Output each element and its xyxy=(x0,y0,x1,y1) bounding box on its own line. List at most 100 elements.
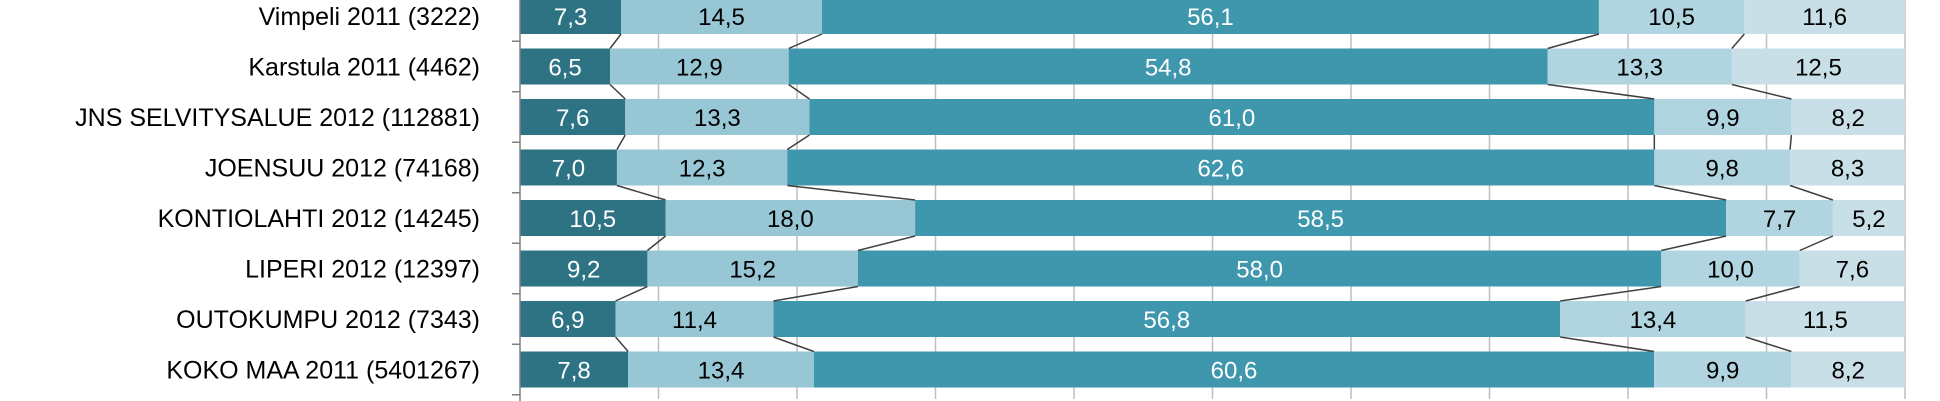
data-label: 7,0 xyxy=(552,156,585,183)
bar-segment xyxy=(520,149,617,186)
category-label: JOENSUU 2012 (74168) xyxy=(205,155,480,183)
data-label: 13,4 xyxy=(698,358,745,385)
series-line xyxy=(1731,33,1745,49)
data-label: 60,6 xyxy=(1211,358,1258,385)
data-label: 8,2 xyxy=(1831,358,1864,385)
bar-segments xyxy=(520,0,1905,388)
bar-segment xyxy=(520,351,629,388)
data-label: 11,4 xyxy=(672,307,717,334)
data-label: 6,9 xyxy=(551,307,584,334)
bar-segment xyxy=(857,250,1662,287)
bar-segment xyxy=(1598,0,1745,34)
bar-segment xyxy=(520,0,622,34)
data-label: 7,7 xyxy=(1763,206,1796,233)
series-line xyxy=(615,285,648,302)
data-label: 58,5 xyxy=(1297,206,1344,233)
data-label: 56,1 xyxy=(1187,4,1234,31)
category-label: Vimpeli 2011 (3222) xyxy=(259,3,480,31)
bar-segment xyxy=(616,149,788,186)
bar-segment xyxy=(813,351,1655,388)
data-label: 13,3 xyxy=(1616,55,1663,82)
data-label: 8,2 xyxy=(1832,105,1865,132)
data-label: 54,8 xyxy=(1145,55,1192,82)
value-labels: 7,3 14,5 56,1 10,5 11,6 6,5 12,9 54,8 13,3 12,5 7,… xyxy=(548,4,1885,385)
category-label: KONTIOLAHTI 2012 (14245) xyxy=(158,205,480,233)
series-line xyxy=(786,134,810,151)
series-line xyxy=(1547,83,1655,100)
data-label: 7,6 xyxy=(556,105,589,132)
bar-segment xyxy=(1791,99,1905,135)
bar-segment xyxy=(520,301,616,337)
bar-segment xyxy=(1744,0,1905,34)
data-label: 12,9 xyxy=(676,55,723,82)
category-axis xyxy=(512,0,521,401)
bar-segment xyxy=(1654,99,1792,135)
data-label: 11,6 xyxy=(1802,4,1847,31)
data-label: 5,2 xyxy=(1852,206,1885,233)
bar-segment xyxy=(621,0,822,34)
data-label: 8,3 xyxy=(1831,156,1864,183)
series-line xyxy=(1547,33,1600,50)
data-label: 56,8 xyxy=(1143,307,1190,334)
data-label: 58,0 xyxy=(1236,257,1283,284)
series-line xyxy=(609,83,626,100)
data-label: 12,5 xyxy=(1795,55,1842,82)
series-line xyxy=(646,235,667,252)
series-line xyxy=(773,285,859,302)
bar-segment xyxy=(773,301,1561,337)
data-label: 14,5 xyxy=(698,4,745,31)
series-line xyxy=(788,83,810,100)
data-label: 62,6 xyxy=(1197,156,1244,183)
data-label: 6,5 xyxy=(548,55,581,82)
bar-segment xyxy=(1654,351,1792,388)
data-label: 12,3 xyxy=(679,156,726,183)
bar-segment xyxy=(665,200,916,236)
bar-segment xyxy=(821,0,1599,34)
bar-segment xyxy=(788,48,1548,85)
bar-segment xyxy=(647,250,858,287)
series-line xyxy=(616,184,666,201)
series-line xyxy=(614,336,629,352)
series-line xyxy=(616,134,626,150)
bar-segment xyxy=(1654,149,1791,186)
data-label: 13,4 xyxy=(1630,307,1677,334)
series-line xyxy=(1654,184,1727,201)
data-label: 9,8 xyxy=(1705,156,1738,183)
bar-segment xyxy=(1790,149,1905,186)
bar-segment xyxy=(1547,48,1732,85)
series-line xyxy=(609,33,622,49)
series-line xyxy=(773,336,815,353)
bar-segment xyxy=(915,200,1727,236)
series-line xyxy=(787,184,916,201)
bar-segment xyxy=(520,48,611,85)
data-label: 13,3 xyxy=(694,105,741,132)
data-label: 10,5 xyxy=(569,206,616,233)
data-label: 7,6 xyxy=(1836,257,1869,284)
category-label: OUTOKUMPU 2012 (7343) xyxy=(176,306,480,334)
bar-segment xyxy=(1799,250,1905,287)
series-line xyxy=(1560,285,1662,302)
bar-segment xyxy=(628,351,814,388)
series-line xyxy=(1745,285,1800,302)
series-line xyxy=(1799,235,1834,252)
data-label: 15,2 xyxy=(729,257,776,284)
series-line xyxy=(788,33,823,50)
data-label: 9,9 xyxy=(1706,105,1739,132)
category-label: Karstula 2011 (4462) xyxy=(248,54,480,82)
bar-segment xyxy=(1745,301,1905,337)
series-line xyxy=(1731,83,1792,100)
data-label: 9,9 xyxy=(1706,358,1739,385)
bar-segment xyxy=(520,99,626,135)
series-line xyxy=(1560,336,1655,353)
series-lines xyxy=(609,33,1834,353)
data-label: 10,5 xyxy=(1648,4,1695,31)
category-label: LIPERI 2012 (12397) xyxy=(245,256,480,284)
series-line xyxy=(1789,184,1834,201)
bar-segment xyxy=(610,48,789,85)
bar-segment xyxy=(625,99,810,135)
category-labels: Vimpeli 2011 (3222) Karstula 2011 (4462) J… xyxy=(75,3,480,385)
data-label: 61,0 xyxy=(1209,105,1256,132)
bar-segment xyxy=(809,99,1655,135)
bar-segment xyxy=(1560,301,1746,337)
